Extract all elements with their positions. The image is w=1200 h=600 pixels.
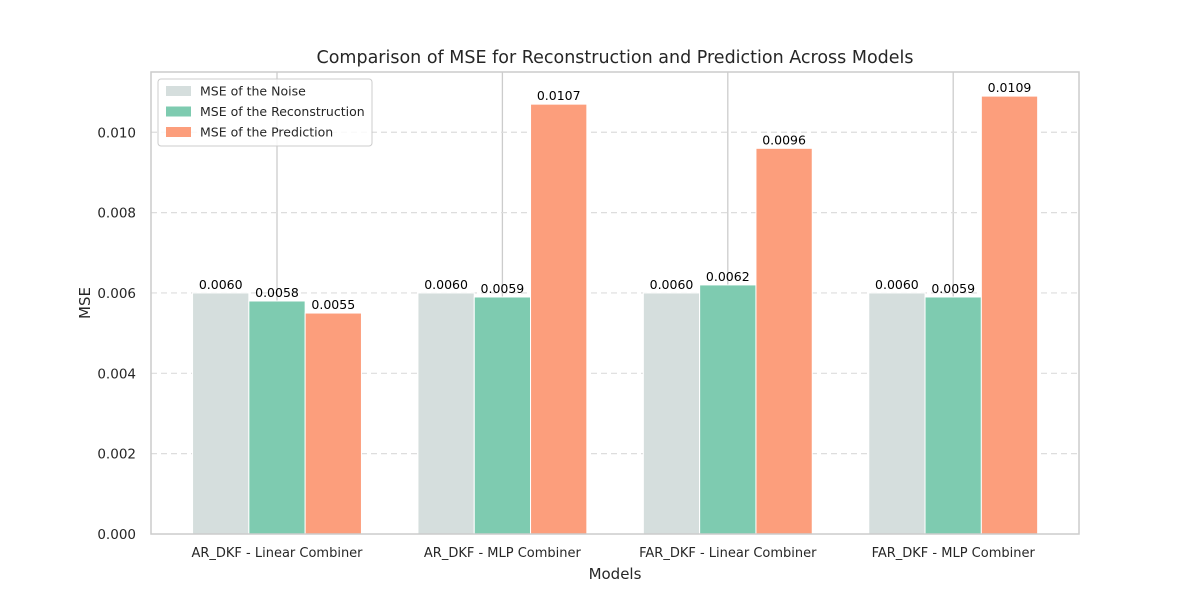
data-label: 0.0096 (762, 132, 806, 147)
y-tick-label: 0.006 (97, 286, 136, 302)
bar (924, 296, 982, 535)
bar (417, 292, 475, 535)
legend-label: MSE of the Prediction (200, 125, 333, 140)
x-tick-label: AR_DKF - Linear Combiner (191, 546, 363, 561)
data-label: 0.0107 (537, 88, 581, 103)
data-label: 0.0060 (875, 277, 919, 292)
legend-box (157, 78, 373, 147)
y-tick-label: 0.000 (97, 527, 136, 543)
value-labels-group: 0.0060 0.0060 0.0060 0.0060 0.0058 0.0059 0.00… (199, 80, 1032, 312)
bar (192, 292, 250, 535)
x-tick-label: FAR_DKF - MLP Combiner (872, 546, 1036, 561)
data-label: 0.0058 (255, 285, 299, 300)
y-tick-label: 0.004 (97, 366, 136, 382)
legend-swatch (166, 127, 191, 137)
data-label: 0.0060 (650, 277, 694, 292)
y-axis-title: MSE (76, 287, 94, 319)
legend-label: MSE of the Noise (200, 84, 306, 99)
bar (642, 292, 701, 535)
legend-label: MSE of the Reconstruction (200, 104, 365, 119)
data-label: 0.0060 (199, 277, 243, 292)
bar (868, 292, 926, 535)
x-tick-labels: AR_DKF - Linear Combiner AR_DKF - MLP Com… (191, 546, 1035, 561)
bar (980, 95, 1039, 535)
bar (304, 312, 362, 535)
chart-title: Comparison of MSE for Reconstruction and… (317, 48, 914, 68)
y-tick-labels: 0.000 0.002 0.004 0.006 0.008 0.010 (97, 125, 136, 543)
bar (248, 300, 306, 535)
data-label: 0.0060 (424, 277, 468, 292)
bar (473, 296, 532, 535)
bar (755, 147, 813, 535)
y-tick-label: 0.008 (97, 206, 136, 222)
data-label: 0.0059 (931, 281, 975, 296)
x-tick-label: FAR_DKF - Linear Combiner (639, 546, 817, 561)
bar (699, 284, 757, 535)
x-tick-label: AR_DKF - MLP Combiner (424, 546, 582, 561)
x-axis-title: Models (589, 565, 642, 583)
legend-swatch (166, 86, 191, 96)
data-label: 0.0055 (311, 297, 355, 312)
data-label: 0.0109 (988, 80, 1032, 95)
bar (530, 103, 588, 535)
plot-frame (150, 71, 1080, 535)
legend-swatch (166, 106, 191, 117)
data-label: 0.0059 (481, 281, 525, 296)
y-tick-label: 0.010 (97, 125, 136, 141)
data-label: 0.0062 (706, 269, 750, 284)
bars-group (192, 95, 1039, 535)
legend: MSE of the Noise MSE of the Reconstructio… (157, 78, 373, 147)
y-tick-label: 0.002 (97, 447, 136, 463)
